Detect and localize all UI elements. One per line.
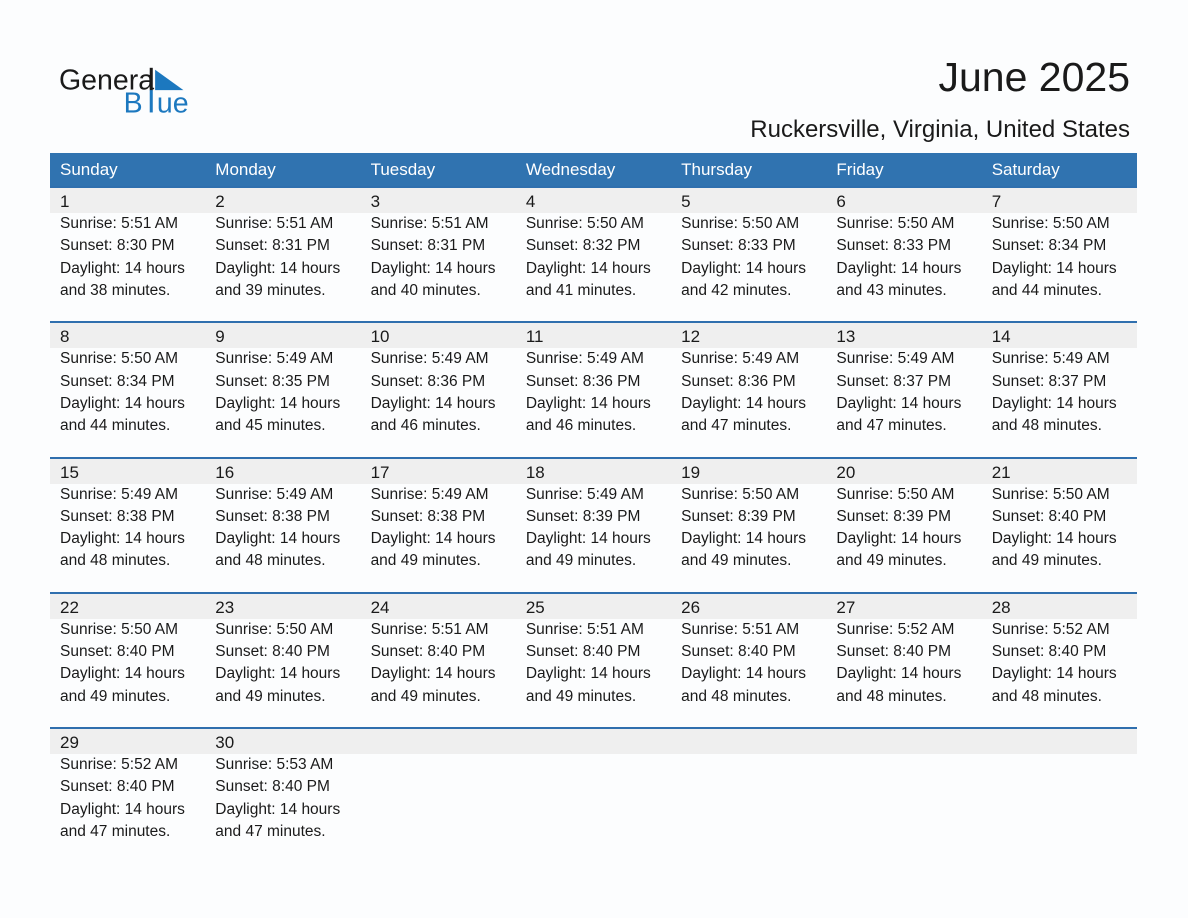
- svg-text:ue: ue: [157, 87, 189, 116]
- svg-text:B: B: [124, 87, 143, 116]
